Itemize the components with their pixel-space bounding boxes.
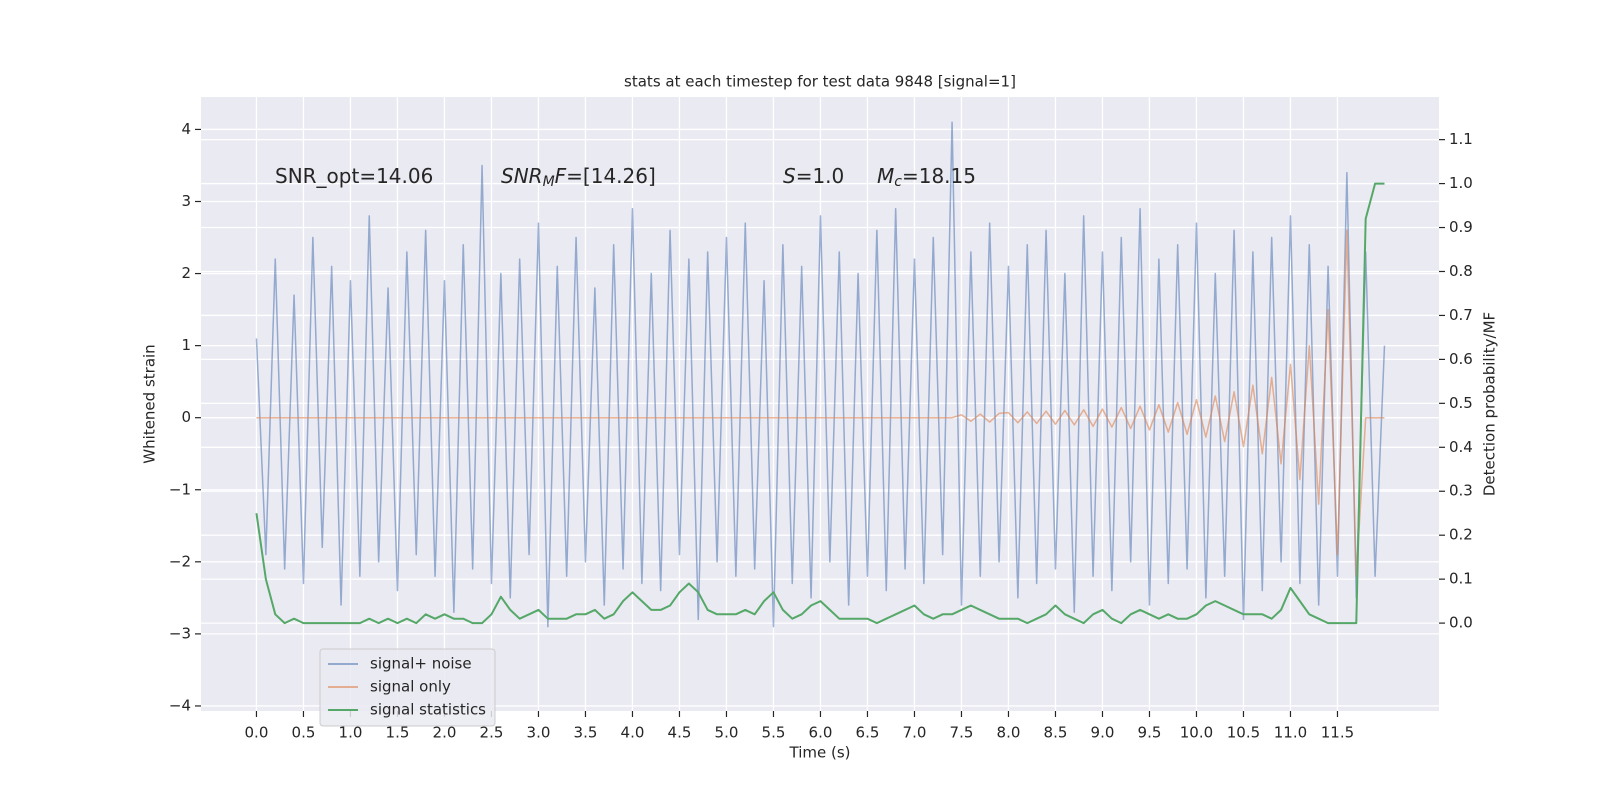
- legend: signal+ noise signal only signal statistic…: [319, 648, 496, 727]
- x-tick-label: 5.5: [762, 724, 786, 742]
- y-tick-label: −2: [169, 552, 191, 570]
- y-tick-label: 3: [181, 192, 191, 210]
- x-tick-label: 8.5: [1044, 724, 1068, 742]
- series-line: [255, 182, 1385, 625]
- annotation-part: M: [543, 174, 555, 190]
- x-tick-label: 5.0: [715, 724, 739, 742]
- x-tick-label: 0.5: [292, 724, 316, 742]
- x-tick-label: 4.0: [621, 724, 645, 742]
- annotation-part: =18.15: [902, 164, 976, 188]
- x-axis-label: Time (s): [789, 744, 851, 762]
- y2-tick-label: 0.5: [1449, 394, 1473, 412]
- series-line: [255, 121, 1386, 628]
- annotation-part: S: [783, 164, 796, 188]
- y2-tick-label: 0.1: [1449, 570, 1473, 588]
- series-line: [256, 229, 1385, 577]
- y-tick-label: 1: [181, 336, 191, 354]
- x-tick-label: 0.0: [245, 724, 269, 742]
- y2-tick-label: 0.9: [1449, 218, 1473, 236]
- y2-tick-label: 1.0: [1449, 174, 1473, 192]
- legend-label: signal only: [370, 678, 451, 696]
- y2-tick-label: 0.6: [1449, 350, 1473, 368]
- x-tick-label: 4.5: [668, 724, 692, 742]
- y-tick-label: −1: [169, 480, 191, 498]
- x-tick-label: 10.0: [1180, 724, 1213, 742]
- y2-axis-label: Detection probability/MF: [1481, 312, 1499, 496]
- y2-tick-label: 1.1: [1449, 130, 1473, 148]
- legend-label: signal statistics: [370, 701, 486, 719]
- annotation-part: c: [894, 174, 902, 190]
- annotation: Mc=18.15: [877, 164, 976, 191]
- x-tick-label: 2.0: [433, 724, 457, 742]
- annotation: S=1.0: [783, 164, 844, 188]
- x-tick-label: 8.0: [997, 724, 1021, 742]
- annotation-part: SNR: [501, 164, 543, 188]
- x-tick-label: 9.5: [1138, 724, 1162, 742]
- annotation-part: M: [877, 164, 894, 188]
- x-tick-label: 1.0: [339, 724, 363, 742]
- annotation: SNR_opt=14.06: [275, 164, 433, 188]
- axes: 0.0 0.5 1.0 1.5 2.0 2.5 3.0 3.5 4.0 4.5 5.0 5.5 6.0 6…: [169, 120, 1473, 742]
- x-tick-label: 7.5: [950, 724, 974, 742]
- y2-tick-label: 0.4: [1449, 438, 1473, 456]
- marks: [255, 121, 1386, 628]
- y-tick-label: −3: [169, 624, 191, 642]
- x-tick-label: 2.5: [480, 724, 504, 742]
- x-tick-label: 11.5: [1321, 724, 1354, 742]
- x-tick-label: 3.5: [574, 724, 598, 742]
- annotation-part: =[14.26]: [566, 164, 656, 188]
- y2-tick-label: 0.7: [1449, 306, 1473, 324]
- annotation: SNRMF=[14.26]: [501, 164, 656, 191]
- x-tick-label: 9.0: [1091, 724, 1115, 742]
- y2-tick-label: 0.8: [1449, 262, 1473, 280]
- y-tick-label: 0: [181, 408, 191, 426]
- y2-tick-label: 0.3: [1449, 482, 1473, 500]
- y-tick-label: −4: [169, 696, 191, 714]
- annotation-part: =1.0: [796, 164, 845, 188]
- y2-tick-label: 0.0: [1449, 614, 1473, 632]
- legend-box: [319, 648, 496, 727]
- x-tick-label: 7.0: [903, 724, 927, 742]
- x-tick-label: 11.0: [1274, 724, 1307, 742]
- annotation-part: F: [555, 164, 567, 188]
- y-axis-label: Whitened strain: [141, 344, 159, 463]
- y-tick-label: 4: [181, 120, 191, 138]
- x-tick-label: 10.5: [1227, 724, 1260, 742]
- legend-label: signal+ noise: [370, 655, 472, 673]
- x-tick-label: 3.0: [527, 724, 551, 742]
- annotation-part: SNR_opt=14.06: [275, 164, 433, 188]
- chart-title: stats at each timestep for test data 984…: [624, 73, 1016, 91]
- y-tick-label: 2: [181, 264, 191, 282]
- y2-tick-label: 0.2: [1449, 526, 1473, 544]
- x-tick-label: 1.5: [386, 724, 410, 742]
- x-tick-label: 6.0: [809, 724, 833, 742]
- x-tick-label: 6.5: [856, 724, 880, 742]
